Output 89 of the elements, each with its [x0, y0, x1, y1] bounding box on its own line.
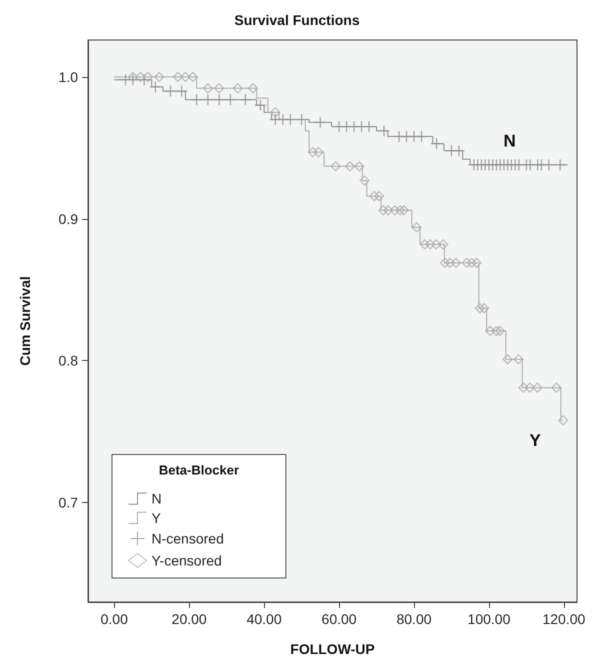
point	[142, 72, 154, 82]
point	[518, 382, 529, 393]
legend-label: Y	[152, 510, 162, 526]
point	[395, 205, 406, 216]
point	[420, 239, 430, 250]
point	[369, 191, 380, 202]
point	[491, 326, 502, 336]
point	[239, 94, 252, 106]
point	[412, 222, 422, 232]
point	[154, 72, 164, 82]
legend-label: N-censored	[152, 530, 224, 546]
point	[502, 354, 513, 364]
point	[471, 258, 482, 268]
chart-title: Survival Functions	[234, 12, 360, 28]
point	[149, 80, 162, 93]
point	[398, 205, 409, 216]
point	[214, 83, 224, 94]
point	[452, 144, 466, 157]
point	[551, 382, 562, 393]
point	[478, 303, 490, 314]
point	[248, 83, 258, 94]
point	[202, 94, 214, 106]
point	[128, 72, 138, 82]
y-tick-label: 1.0	[58, 68, 78, 85]
x-axis-title: FOLLOW-UP	[290, 641, 375, 657]
point	[431, 239, 442, 250]
x-tick-label: 0.00	[100, 611, 128, 627]
point	[415, 130, 428, 143]
point	[313, 147, 324, 158]
x-tick-label: 40.00	[246, 611, 282, 627]
legend-label: N	[152, 490, 162, 507]
point	[180, 72, 191, 82]
y-tick-label: 0.8	[58, 352, 78, 369]
point	[362, 120, 376, 133]
point	[354, 161, 364, 172]
point	[213, 94, 226, 106]
point	[308, 147, 318, 158]
point	[164, 84, 177, 98]
point	[474, 303, 486, 314]
point	[450, 258, 462, 268]
point	[440, 258, 450, 268]
point	[344, 161, 356, 172]
point	[542, 158, 555, 171]
point	[466, 258, 477, 268]
point	[494, 326, 505, 336]
point	[135, 72, 146, 82]
point	[444, 258, 456, 268]
x-tick-label: 100.00	[468, 611, 511, 627]
point	[513, 354, 524, 364]
annotation: Y	[529, 430, 542, 450]
point	[126, 74, 140, 86]
point	[202, 83, 214, 94]
point	[558, 415, 568, 426]
point	[425, 239, 436, 250]
point	[188, 72, 198, 82]
legend-label: Y-censored	[152, 552, 222, 568]
point	[270, 107, 280, 118]
point	[378, 124, 390, 137]
point	[254, 99, 266, 112]
point	[462, 258, 472, 268]
point	[374, 191, 384, 202]
y-tick-label: 0.9	[58, 210, 78, 227]
point	[190, 94, 203, 106]
annotation: N	[503, 131, 516, 150]
point	[438, 239, 448, 250]
y-tick-label: 0.7	[58, 494, 78, 511]
point	[330, 161, 341, 172]
x-tick-label: 120.00	[542, 611, 586, 627]
point	[378, 205, 388, 216]
point	[430, 138, 443, 150]
point	[484, 326, 496, 336]
point	[314, 116, 326, 128]
point	[359, 175, 370, 186]
x-tick-label: 80.00	[396, 611, 432, 627]
point	[295, 113, 308, 126]
point	[176, 84, 188, 98]
point	[284, 113, 296, 126]
point	[390, 205, 400, 216]
x-tick-label: 60.00	[322, 611, 357, 627]
point	[532, 382, 542, 393]
y-axis-title: Cum Survival	[17, 276, 33, 366]
point	[524, 382, 535, 393]
legend-title: Beta-Blocker	[158, 462, 240, 478]
point	[172, 72, 184, 82]
point	[232, 83, 243, 94]
x-tick-label: 20.00	[172, 611, 207, 627]
point	[138, 74, 150, 86]
point	[383, 205, 394, 216]
point	[224, 94, 236, 106]
